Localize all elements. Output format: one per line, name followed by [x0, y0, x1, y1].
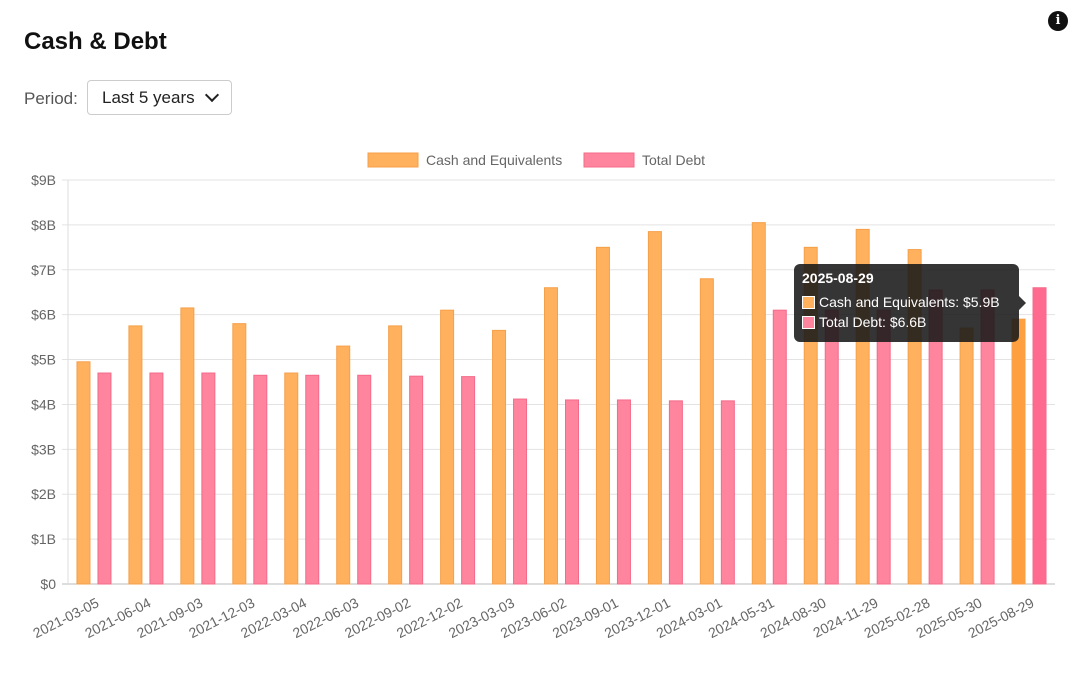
- tooltip-cash-label: Cash and Equivalents: $5.9B: [819, 294, 1000, 310]
- y-tick-label: $9B: [31, 172, 56, 188]
- bar-cash: [232, 323, 247, 585]
- bar-cash: [699, 278, 714, 585]
- bar-debt: [253, 374, 268, 585]
- bar-debt: [97, 372, 112, 585]
- tooltip-debt-label: Total Debt: $6.6B: [819, 314, 927, 330]
- bar-debt: [772, 309, 787, 585]
- bar-cash: [284, 372, 299, 585]
- bar-cash: [751, 222, 766, 585]
- tooltip-title: 2025-08-29: [802, 270, 874, 286]
- y-tick-label: $8B: [31, 217, 56, 233]
- bar-debt: [305, 374, 320, 585]
- y-tick-label: $3B: [31, 441, 56, 457]
- y-tick-label: $2B: [31, 486, 56, 502]
- bar-cash: [544, 287, 558, 585]
- y-tick-label: $4B: [31, 396, 56, 412]
- y-tick-label: $7B: [31, 262, 56, 278]
- legend-item-cash-swatch: [367, 152, 419, 168]
- bar-cash: [180, 307, 195, 585]
- legend-item-debt-swatch: [583, 152, 635, 168]
- y-tick-label: $1B: [31, 531, 56, 547]
- chart-legend: Cash and Equivalents Total Debt: [367, 152, 705, 168]
- bar-debt: [565, 399, 579, 585]
- bar-debt: [616, 399, 631, 585]
- chart-tooltip: 2025-08-29 Cash and Equivalents: $5.9B T…: [794, 264, 1026, 342]
- tooltip-row-cash: Cash and Equivalents: $5.9B: [802, 292, 1011, 312]
- bar-cash: [595, 246, 610, 585]
- bar-cash: [647, 231, 662, 585]
- bar-cash: [959, 327, 974, 585]
- chart-bars: [76, 222, 1047, 585]
- tooltip-swatch-cash: [802, 295, 815, 309]
- bar-debt: [513, 398, 528, 585]
- bar-debt: [357, 374, 372, 585]
- bar-cash: [388, 325, 403, 585]
- period-label: Period:: [24, 89, 78, 108]
- period-select-value: Last 5 years: [102, 87, 195, 107]
- y-tick-label: $5B: [31, 352, 56, 368]
- info-icon[interactable]: i: [1048, 11, 1068, 31]
- bar-debt: [876, 309, 891, 585]
- y-axis: $0 $1B $2B $3B $4B $5B $6B $7B $8B $9B: [31, 172, 56, 592]
- bar-cash: [440, 309, 455, 585]
- bar-cash: [1011, 318, 1026, 585]
- bar-debt: [720, 400, 735, 585]
- bar-debt: [1032, 287, 1047, 585]
- y-tick-label: $0: [40, 576, 56, 592]
- period-select[interactable]: Last 5 years: [87, 80, 232, 115]
- x-axis: 2021-03-052021-06-042021-09-032021-12-03…: [30, 594, 1036, 641]
- bar-debt: [668, 400, 683, 585]
- bar-cash: [492, 329, 507, 585]
- bar-debt: [201, 372, 216, 585]
- page-title: Cash & Debt: [24, 28, 167, 55]
- bar-debt: [409, 375, 424, 585]
- bar-debt: [461, 376, 476, 585]
- bar-cash: [128, 325, 143, 585]
- legend-item-debt-label: Total Debt: [642, 152, 705, 168]
- y-tick-label: $6B: [31, 307, 56, 323]
- tooltip-row-debt: Total Debt: $6.6B: [802, 312, 1011, 332]
- bar-cash: [76, 361, 91, 585]
- bar-cash: [336, 345, 351, 585]
- bar-debt: [824, 309, 839, 585]
- tooltip-swatch-debt: [802, 315, 815, 329]
- legend-item-cash-label: Cash and Equivalents: [426, 152, 562, 168]
- bar-debt: [149, 372, 164, 585]
